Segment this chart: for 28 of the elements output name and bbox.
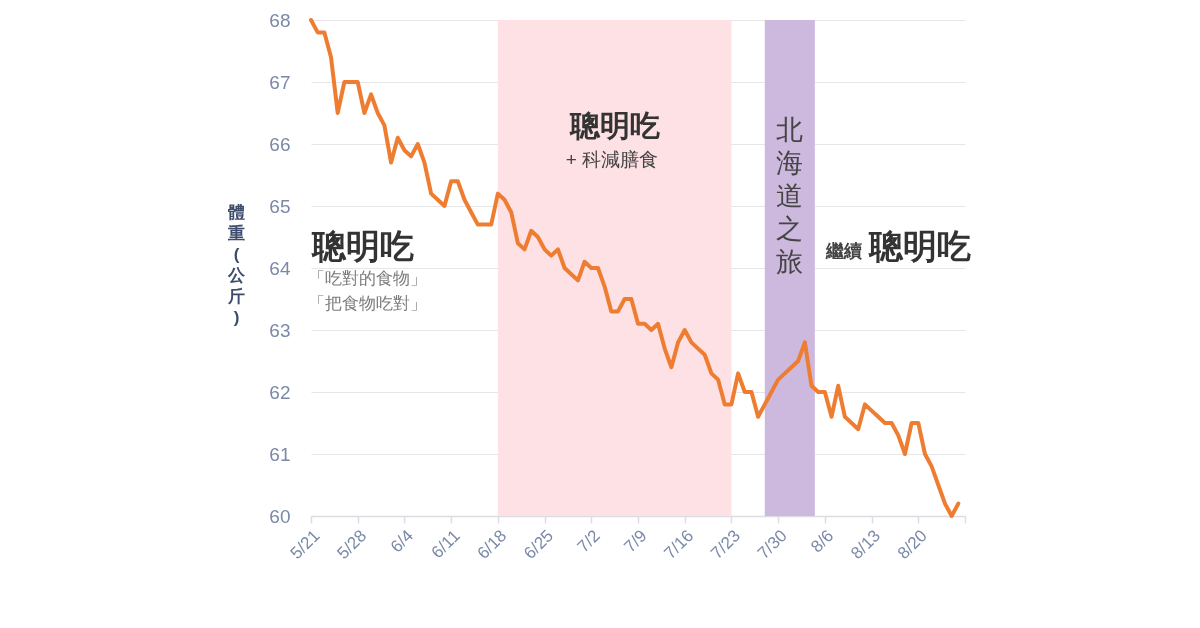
x-tick-label: 5/21 [286,526,324,563]
annotation: + 科減膳食 [565,149,659,170]
annotation: 聰明吃 [311,227,414,265]
y-axis-title: 體重(公斤) [227,202,246,327]
x-tick-label: 7/23 [707,526,744,563]
x-tick-label: 7/2 [573,526,604,557]
x-tick-label: 8/6 [807,526,838,557]
x-tick-label: 6/18 [473,526,511,563]
x-tick-label: 7/9 [620,526,651,557]
band-label: 聰明吃 [568,109,660,142]
x-tick-label: 6/4 [386,526,417,557]
x-tick-label: 7/30 [753,526,791,563]
y-tick-label: 62 [269,381,291,403]
annotation: 繼續 [825,241,862,261]
y-tick-label: 65 [269,195,291,217]
annotation: 「把食物吃對」 [307,294,427,313]
y-tick-label: 61 [269,443,291,465]
y-tick-label: 68 [269,9,291,31]
x-tick-label: 6/11 [427,526,464,563]
y-tick-label: 67 [269,71,291,93]
y-tick-label: 60 [269,505,291,527]
y-tick-label: 64 [269,257,291,279]
annotation: 聰明吃 [868,227,971,265]
y-tick-label: 66 [269,133,291,155]
x-tick-label: 7/16 [660,526,698,563]
y-tick-label: 63 [269,319,291,341]
band-label: 北海道之旅 [776,115,804,277]
annotation: 「吃對的食物」 [307,269,427,288]
